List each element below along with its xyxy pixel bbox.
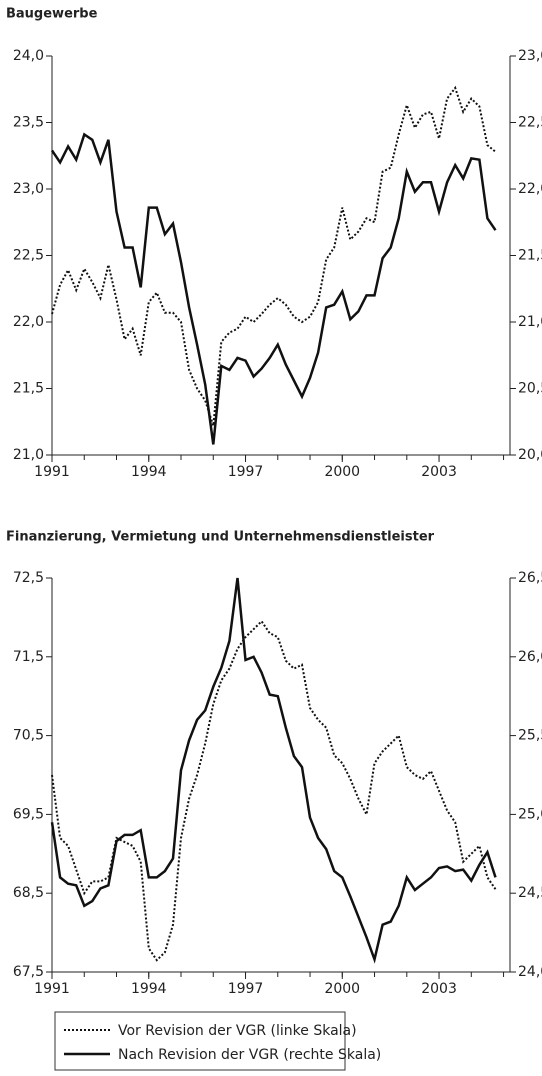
x-tick-label: 1997: [228, 464, 264, 480]
y-tick-label: 24,0: [13, 48, 44, 64]
x-tick-label: 1991: [34, 464, 70, 480]
data-line: [50, 132, 497, 445]
y2-tick-label: 23,0: [518, 48, 542, 64]
data-line: [51, 619, 497, 962]
y2-tick-label: 24,5: [518, 885, 542, 901]
y2-tick-label: 26,5: [518, 570, 542, 586]
x-tick-label: 2003: [421, 464, 457, 480]
y2-tick-label: 25,0: [518, 806, 542, 822]
x-tick-label: 2000: [324, 464, 360, 480]
chart-title: Baugewerbe: [6, 7, 98, 22]
x-tick-label: 1991: [34, 981, 70, 997]
data-line: [51, 85, 497, 427]
x-tick-label: 1997: [228, 981, 264, 997]
legend-label: Nach Revision der VGR (rechte Skala): [118, 1047, 381, 1063]
x-tick-label: 1994: [131, 981, 167, 997]
x-tick-label: 2000: [324, 981, 360, 997]
y-tick-label: 23,5: [13, 115, 44, 131]
y-tick-label: 21,0: [13, 447, 44, 463]
y-tick-label: 21,5: [13, 381, 44, 397]
y-tick-label: 23,0: [13, 181, 44, 197]
x-tick-label: 2003: [421, 981, 457, 997]
x-tick-label: 1994: [131, 464, 167, 480]
data-line: [50, 577, 497, 964]
y-tick-label: 71,5: [13, 649, 44, 665]
y-tick-label: 69,5: [13, 806, 44, 822]
y-tick-label: 22,5: [13, 248, 44, 264]
chart-title: Finanzierung, Vermietung und Unternehmen…: [6, 530, 435, 545]
y2-tick-label: 20,0: [518, 447, 542, 463]
y-tick-label: 22,0: [13, 314, 44, 330]
y-tick-label: 70,5: [13, 728, 44, 744]
legend-label: Vor Revision der VGR (linke Skala): [118, 1023, 357, 1039]
legend: Vor Revision der VGR (linke Skala) Nach …: [54, 1011, 381, 1071]
y2-tick-label: 25,5: [518, 728, 542, 744]
y2-tick-label: 22,0: [518, 181, 542, 197]
y2-tick-label: 22,5: [518, 115, 542, 131]
y2-tick-label: 21,5: [518, 248, 542, 264]
y-tick-label: 68,5: [13, 885, 44, 901]
y2-tick-label: 21,0: [518, 314, 542, 330]
y2-tick-label: 26,0: [518, 649, 542, 665]
y-tick-label: 72,5: [13, 570, 44, 586]
y-tick-label: 67,5: [13, 964, 44, 980]
y2-tick-label: 20,5: [518, 381, 542, 397]
y2-tick-label: 24,0: [518, 964, 542, 980]
legend-box: [54, 1011, 346, 1071]
